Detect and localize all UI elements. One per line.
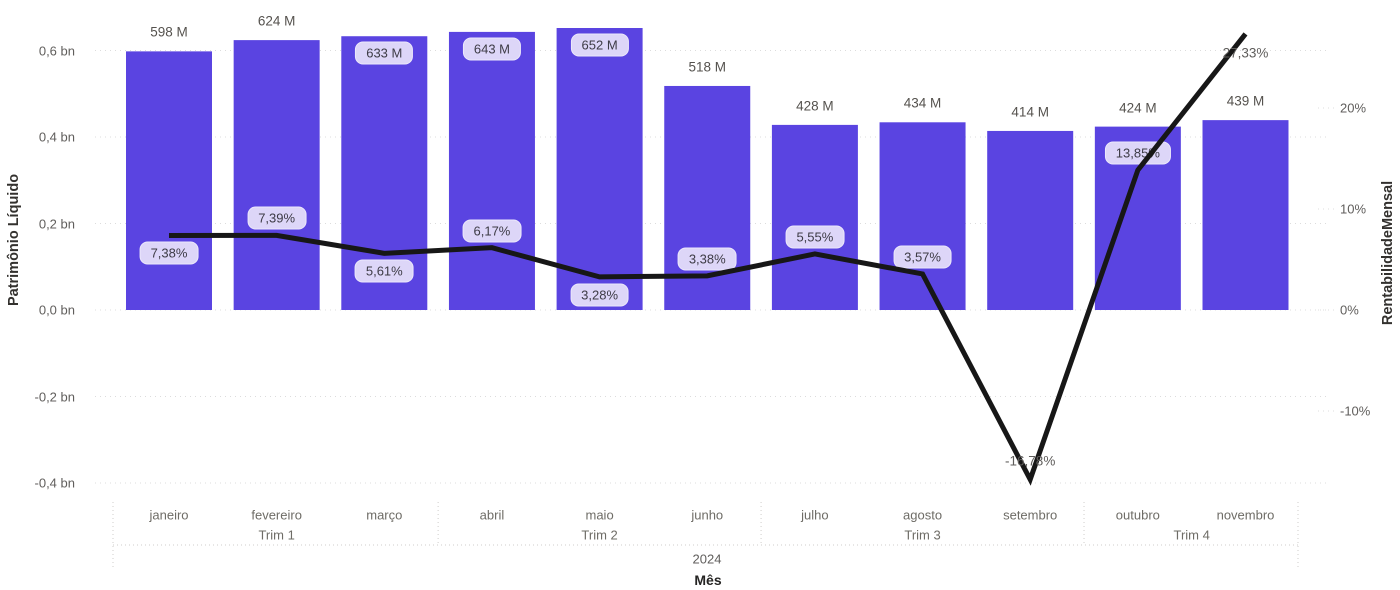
x-axis-title: Mês xyxy=(694,572,722,588)
bar-setembro[interactable] xyxy=(987,130,1074,310)
x-axis-year-label: 2024 xyxy=(692,551,722,567)
bar-fevereiro[interactable] xyxy=(233,40,320,311)
bar-abril[interactable] xyxy=(448,31,535,311)
bar-junho[interactable] xyxy=(664,85,751,310)
bar-maio[interactable] xyxy=(556,28,643,310)
bar-agosto[interactable] xyxy=(879,122,966,310)
bar-julho[interactable] xyxy=(771,124,858,310)
bar-janeiro[interactable] xyxy=(126,51,212,311)
bar-novembro[interactable] xyxy=(1202,120,1289,310)
bar-março[interactable] xyxy=(341,36,428,310)
bar-outubro[interactable] xyxy=(1094,126,1181,311)
right-axis-title: RentabilidadeMensal xyxy=(1380,180,1396,326)
left-axis-title: Patrimônio Líquido xyxy=(6,173,22,307)
